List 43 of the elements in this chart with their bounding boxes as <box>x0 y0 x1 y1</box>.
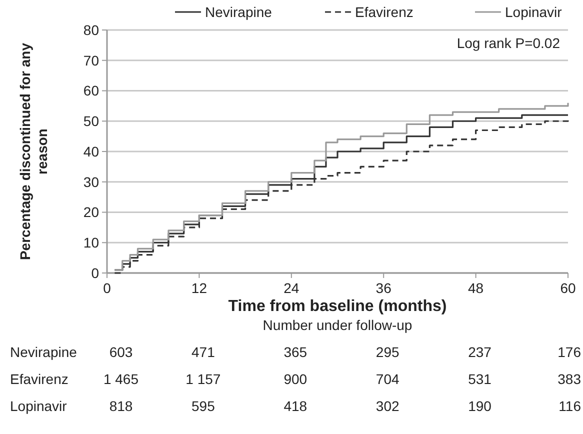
text: 603 <box>109 344 133 360</box>
y-tick-label: 60 <box>83 82 100 99</box>
text: 1 465 <box>103 371 139 387</box>
text: 302 <box>376 398 400 414</box>
text: 704 <box>376 371 400 387</box>
y-tick-label: 30 <box>83 174 100 190</box>
text: 595 <box>192 398 216 414</box>
x-tick-label: 36 <box>376 280 392 296</box>
x-axis-title: Time from baseline (months) <box>228 298 447 315</box>
text: Efavirenz <box>10 371 68 387</box>
text: Number under follow-up <box>262 317 412 333</box>
x-tick-label: 12 <box>191 280 208 296</box>
annotation: Log rank P=0.02 <box>456 35 560 51</box>
y-axis-title: Percentage discontinued for any reason <box>17 42 50 260</box>
y-tick-label: 20 <box>83 204 100 220</box>
x-tick-label: 0 <box>103 280 112 296</box>
y-tick-label: 70 <box>83 52 100 68</box>
legend-label: Nevirapine <box>205 4 272 20</box>
legend-label: Efavirenz <box>355 4 414 20</box>
text: 1 157 <box>186 371 221 387</box>
text: 190 <box>468 398 492 414</box>
text: 116 <box>558 398 582 414</box>
text: Nevirapine <box>10 344 78 360</box>
text: 900 <box>284 371 308 387</box>
text: 531 <box>468 371 492 387</box>
y-tick-label: 10 <box>83 234 100 251</box>
text: 471 <box>192 344 216 360</box>
y-tick-label: 50 <box>83 113 100 130</box>
legend-label: Lopinavir <box>505 4 562 20</box>
text: 383 <box>558 371 582 387</box>
x-tick-label: 60 <box>560 280 576 296</box>
text: 176 <box>558 344 582 360</box>
x-tick-label: 48 <box>468 280 484 296</box>
text: 365 <box>284 344 308 360</box>
text: 237 <box>468 344 492 360</box>
text: 818 <box>109 398 133 414</box>
y-tick-label: 80 <box>83 22 100 38</box>
text: 295 <box>376 344 400 360</box>
x-tick-label: 24 <box>284 280 300 296</box>
text: 418 <box>284 398 308 414</box>
y-tick-label: 0 <box>91 264 100 281</box>
y-tick-label: 40 <box>83 143 100 160</box>
text: Lopinavir <box>10 398 68 414</box>
